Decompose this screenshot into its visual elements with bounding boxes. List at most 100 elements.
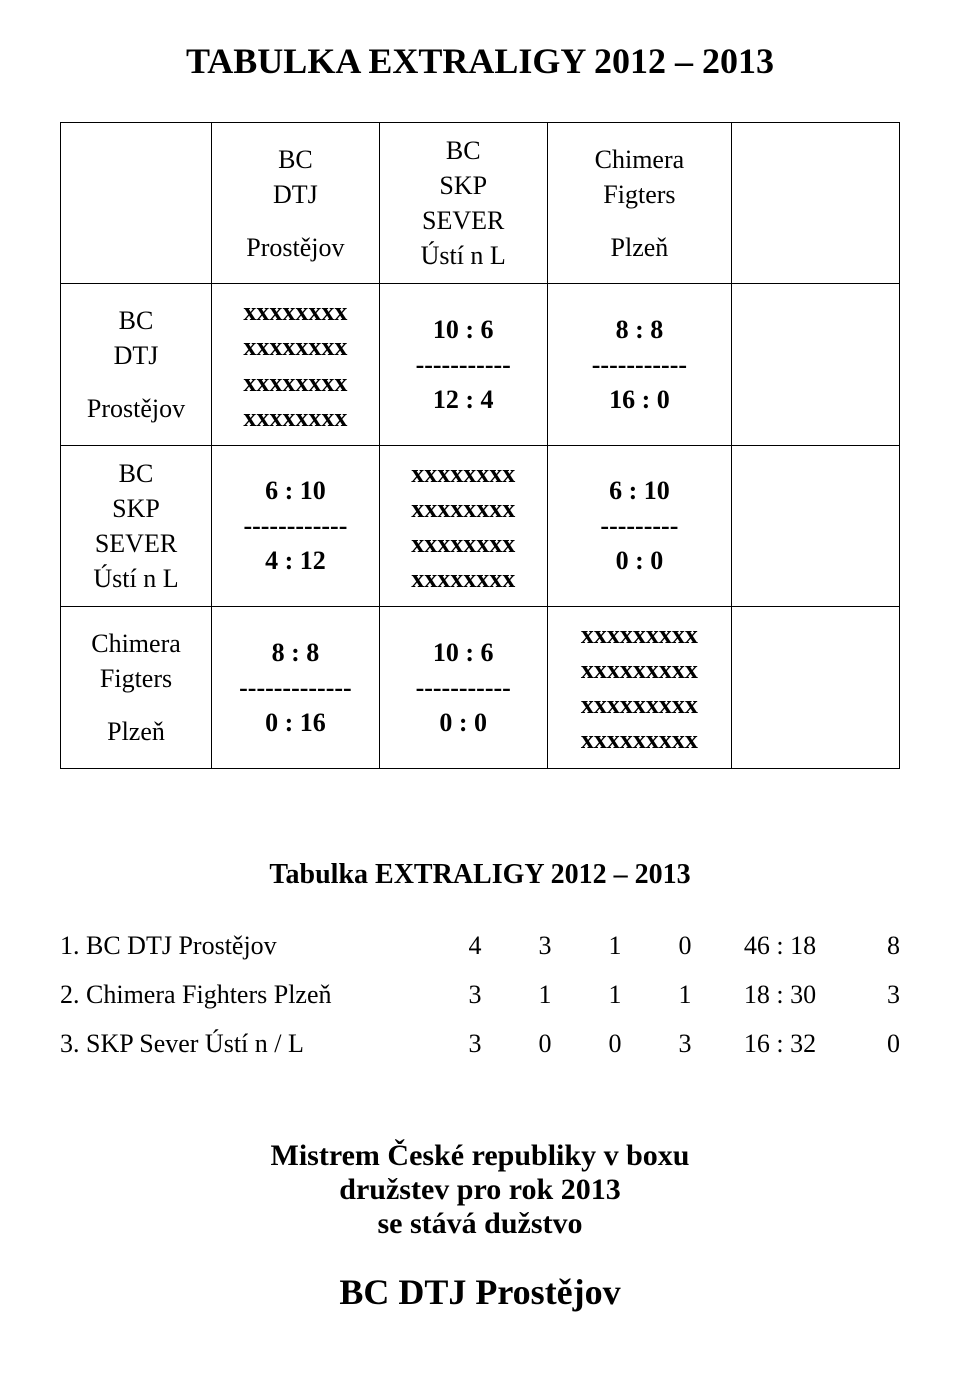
- cell: 10 : 6 ----------- 12 : 4: [379, 284, 547, 445]
- cell-value: xxxxxxxx: [386, 491, 541, 526]
- table-row: BC SKP SEVER Ústí n L 6 : 10 -----------…: [61, 445, 900, 606]
- standings-row: 2. Chimera Fighters Plzeň 3 1 1 1 18 : 3…: [60, 970, 900, 1019]
- team-name: BC: [67, 303, 205, 338]
- team-name: DTJ: [218, 177, 373, 212]
- footer-line: družstev pro rok 2013: [60, 1173, 900, 1207]
- cell-diagonal: xxxxxxxx xxxxxxxx xxxxxxxx xxxxxxxx: [212, 284, 380, 445]
- team-name: SEVER: [67, 526, 205, 561]
- team-name: Figters: [67, 661, 205, 696]
- cell-value: 4 : 12: [218, 543, 373, 578]
- team-city: Prostějov: [218, 230, 373, 265]
- cell-sep: -----------: [386, 670, 541, 705]
- cell-sep: -----------: [386, 347, 541, 382]
- cell-value: 0 : 0: [386, 705, 541, 740]
- team-name: BC: [67, 456, 205, 491]
- standings-score: 16 : 32: [720, 1019, 840, 1068]
- standings-row: 1. BC DTJ Prostějov 4 3 1 0 46 : 18 8: [60, 921, 900, 970]
- standings-p: 4: [440, 921, 510, 970]
- team-name: DTJ: [67, 338, 205, 373]
- team-name: SKP: [386, 168, 541, 203]
- corner-cell: [61, 123, 212, 284]
- cell-value: 6 : 10: [218, 473, 373, 508]
- cell-value: 6 : 10: [554, 473, 726, 508]
- cell-value: xxxxxxxx: [386, 561, 541, 596]
- cell-value: 10 : 6: [386, 635, 541, 670]
- cell-empty: [732, 607, 900, 768]
- standings-row: 3. SKP Sever Ústí n / L 3 0 0 3 16 : 32 …: [60, 1019, 900, 1068]
- cell-value: xxxxxxxx: [386, 456, 541, 491]
- cell: 6 : 10 --------- 0 : 0: [547, 445, 732, 606]
- footer: Mistrem České republiky v boxu družstev …: [60, 1139, 900, 1313]
- table-header-row: BC DTJ Prostějov BC SKP SEVER Ústí n L C…: [61, 123, 900, 284]
- team-city: Ústí n L: [67, 561, 205, 596]
- team-name: Chimera: [554, 142, 726, 177]
- standings-name: 1. BC DTJ Prostějov: [60, 921, 440, 970]
- page-title: TABULKA EXTRALIGY 2012 – 2013: [60, 40, 900, 82]
- row-header: BC SKP SEVER Ústí n L: [61, 445, 212, 606]
- standings-pts: 3: [840, 970, 900, 1019]
- cell: 8 : 8 ----------- 16 : 0: [547, 284, 732, 445]
- row-header: BC DTJ Prostějov: [61, 284, 212, 445]
- row-header: Chimera Figters Plzeň: [61, 607, 212, 768]
- standings-w: 0: [510, 1019, 580, 1068]
- col-header: BC DTJ Prostějov: [212, 123, 380, 284]
- standings-w: 1: [510, 970, 580, 1019]
- cell-empty: [732, 445, 900, 606]
- table-row: Chimera Figters Plzeň 8 : 8 ------------…: [61, 607, 900, 768]
- cell-value: 0 : 16: [218, 705, 373, 740]
- cell-value: xxxxxxxxx: [554, 652, 726, 687]
- cell-value: 16 : 0: [554, 382, 726, 417]
- team-name: SKP: [67, 491, 205, 526]
- team-city: Plzeň: [554, 230, 726, 265]
- team-name: SEVER: [386, 203, 541, 238]
- col-header: Chimera Figters Plzeň: [547, 123, 732, 284]
- cell-value: xxxxxxxxx: [554, 617, 726, 652]
- cell-value: xxxxxxxx: [386, 526, 541, 561]
- cell-diagonal: xxxxxxxxx xxxxxxxxx xxxxxxxxx xxxxxxxxx: [547, 607, 732, 768]
- team-name: BC: [218, 142, 373, 177]
- standings-p: 3: [440, 1019, 510, 1068]
- cell-value: 8 : 8: [554, 312, 726, 347]
- cell-value: xxxxxxxx: [218, 329, 373, 364]
- team-city: Prostějov: [67, 391, 205, 426]
- cell: 8 : 8 ------------- 0 : 16: [212, 607, 380, 768]
- cell: 10 : 6 ----------- 0 : 0: [379, 607, 547, 768]
- team-name: BC: [386, 133, 541, 168]
- standings-l: 1: [650, 970, 720, 1019]
- cell-sep: -------------: [218, 670, 373, 705]
- standings-pts: 8: [840, 921, 900, 970]
- standings-l: 0: [650, 921, 720, 970]
- cell-value: xxxxxxxx: [218, 400, 373, 435]
- standings-score: 18 : 30: [720, 970, 840, 1019]
- cell-diagonal: xxxxxxxx xxxxxxxx xxxxxxxx xxxxxxxx: [379, 445, 547, 606]
- standings-score: 46 : 18: [720, 921, 840, 970]
- team-name: Figters: [554, 177, 726, 212]
- standings-d: 1: [580, 970, 650, 1019]
- standings-d: 0: [580, 1019, 650, 1068]
- cell-sep: ------------: [218, 508, 373, 543]
- team-city: Plzeň: [67, 714, 205, 749]
- standings-name: 2. Chimera Fighters Plzeň: [60, 970, 440, 1019]
- team-city: Ústí n L: [386, 238, 541, 273]
- cell-value: xxxxxxxx: [218, 365, 373, 400]
- standings-pts: 0: [840, 1019, 900, 1068]
- cell-value: 0 : 0: [554, 543, 726, 578]
- cell-value: xxxxxxxx: [218, 294, 373, 329]
- cell-sep: -----------: [554, 347, 726, 382]
- cell: 6 : 10 ------------ 4 : 12: [212, 445, 380, 606]
- standings-name: 3. SKP Sever Ústí n / L: [60, 1019, 440, 1068]
- cell-value: xxxxxxxxx: [554, 722, 726, 757]
- team-name: Chimera: [67, 626, 205, 661]
- col-header-empty: [732, 123, 900, 284]
- cell-value: 10 : 6: [386, 312, 541, 347]
- footer-line: se stává dužstvo: [60, 1207, 900, 1241]
- standings-l: 3: [650, 1019, 720, 1068]
- cell-value: xxxxxxxxx: [554, 687, 726, 722]
- champion: BC DTJ Prostějov: [60, 1271, 900, 1313]
- standings-d: 1: [580, 921, 650, 970]
- col-header: BC SKP SEVER Ústí n L: [379, 123, 547, 284]
- cell-sep: ---------: [554, 508, 726, 543]
- standings-w: 3: [510, 921, 580, 970]
- standings-table: 1. BC DTJ Prostějov 4 3 1 0 46 : 18 8 2.…: [60, 921, 900, 1069]
- cell-value: 12 : 4: [386, 382, 541, 417]
